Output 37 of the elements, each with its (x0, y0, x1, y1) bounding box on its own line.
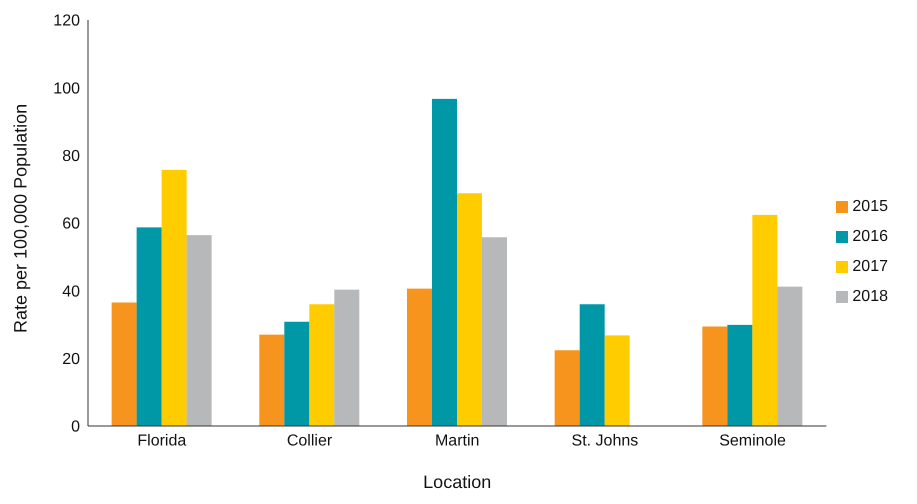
legend-label: 2016 (852, 228, 888, 245)
x-axis-title: Location (423, 472, 492, 492)
bar (456, 193, 482, 426)
bar (432, 98, 457, 426)
bar (284, 322, 310, 426)
bar (727, 324, 752, 426)
bar (604, 335, 630, 426)
bar (309, 304, 334, 426)
bar (580, 304, 605, 426)
x-tick-label: Seminole (719, 432, 786, 450)
y-tick-label: 20 (62, 351, 80, 368)
bar (186, 235, 212, 426)
bar (482, 237, 507, 426)
x-tick-label: Florida (137, 432, 186, 450)
x-tick-label: Martin (434, 432, 480, 450)
bar (752, 214, 778, 426)
legend-label: 2015 (852, 198, 888, 215)
y-axis-title: Rate per 100,000 Population (10, 104, 30, 333)
y-tick-label: 60 (62, 216, 80, 233)
bar (259, 334, 284, 426)
bar (702, 326, 728, 426)
bar (136, 227, 162, 426)
y-tick-label: 80 (62, 148, 80, 166)
bar (334, 290, 360, 426)
y-tick-label: 100 (53, 80, 80, 98)
y-tick-label: 120 (53, 12, 80, 30)
bar (554, 350, 580, 426)
bar (162, 170, 187, 426)
y-tick-label: 40 (62, 283, 80, 300)
bar (777, 286, 802, 426)
legend-label: 2018 (852, 288, 888, 305)
legend-label: 2017 (852, 258, 888, 275)
bar (112, 302, 137, 426)
bar (406, 288, 432, 426)
x-tick-label: St. Johns (572, 432, 638, 450)
x-tick-label: Collier (286, 432, 333, 450)
y-tick-label: 0 (71, 418, 80, 436)
